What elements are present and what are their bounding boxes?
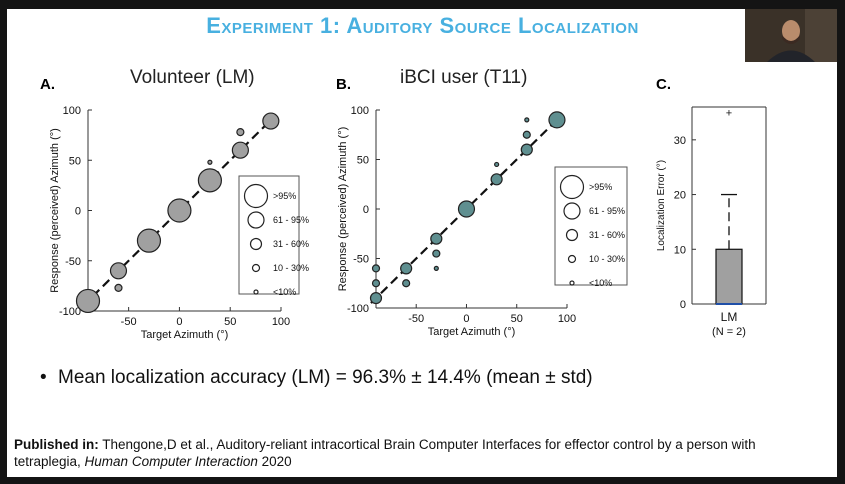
data-point bbox=[75, 288, 101, 314]
data-point bbox=[207, 159, 213, 165]
citation-year: 2020 bbox=[257, 454, 292, 469]
data-point bbox=[114, 283, 123, 292]
panel-a-title: Volunteer (LM) bbox=[130, 67, 255, 88]
y-tick-label: 0 bbox=[75, 206, 81, 218]
webcam-thumbnail bbox=[745, 9, 837, 62]
category-note: (N = 2) bbox=[712, 326, 746, 338]
y-tick-label: 0 bbox=[363, 204, 369, 216]
legend-label: 10 - 30% bbox=[273, 263, 309, 273]
data-point bbox=[520, 143, 533, 156]
category-label: LM bbox=[721, 310, 738, 324]
x-tick-label: 0 bbox=[176, 316, 182, 328]
data-point bbox=[548, 111, 566, 129]
legend-label: 61 - 95% bbox=[589, 206, 625, 216]
legend-marker bbox=[565, 228, 579, 242]
bullet-text: Mean localization accuracy (LM) = 96.3% … bbox=[58, 367, 593, 388]
data-point bbox=[236, 128, 245, 137]
data-point bbox=[432, 249, 441, 258]
legend-marker bbox=[567, 254, 577, 264]
legend-label: <10% bbox=[589, 278, 612, 288]
data-point bbox=[524, 117, 530, 123]
y-tick-label: -100 bbox=[59, 306, 81, 318]
legend-label: >95% bbox=[589, 182, 612, 192]
y-tick-label: 10 bbox=[674, 244, 686, 256]
data-point bbox=[494, 161, 500, 168]
legend-label: >95% bbox=[273, 191, 296, 201]
citation-text: Thengone,D et al., Auditory-reliant intr… bbox=[14, 437, 756, 469]
box-body bbox=[715, 248, 743, 305]
y-tick-label: 0 bbox=[680, 299, 686, 311]
x-tick-label: 50 bbox=[224, 316, 236, 328]
data-point bbox=[262, 112, 280, 130]
x-axis-label: Target Azimuth (°) bbox=[428, 326, 516, 338]
data-point bbox=[430, 232, 443, 245]
data-point bbox=[369, 292, 383, 305]
legend-marker bbox=[249, 237, 263, 251]
y-tick-label: 30 bbox=[674, 135, 686, 147]
x-tick-label: -50 bbox=[121, 316, 137, 328]
legend-marker bbox=[559, 174, 585, 200]
legend-label: <10% bbox=[273, 287, 296, 297]
legend-marker bbox=[569, 280, 575, 286]
data-point bbox=[457, 200, 476, 218]
accuracy-bullet: • Mean localization accuracy (LM) = 96.3%… bbox=[40, 367, 593, 389]
y-tick-label: 100 bbox=[63, 105, 81, 117]
legend-marker bbox=[563, 202, 581, 220]
y-tick-label: -50 bbox=[353, 254, 369, 266]
panel-a-label: A. bbox=[40, 76, 55, 93]
x-axis-label: Target Azimuth (°) bbox=[141, 329, 229, 341]
data-point bbox=[522, 130, 531, 139]
slide-title: Experiment 1: Auditory Source Localizati… bbox=[206, 13, 639, 38]
x-tick-label: 50 bbox=[511, 313, 523, 325]
y-tick-label: -50 bbox=[65, 256, 81, 268]
citation: Published in: Thengone,D et al., Auditor… bbox=[14, 436, 824, 470]
y-axis-label: Response (perceived) Azimuth (°) bbox=[337, 127, 349, 292]
x-tick-label: 100 bbox=[558, 313, 576, 325]
y-axis-label: Localization Error (°) bbox=[656, 160, 667, 251]
legend-label: 61 - 95% bbox=[273, 215, 309, 225]
legend-marker bbox=[251, 263, 261, 273]
y-axis-label: Response (perceived) Azimuth (°) bbox=[49, 128, 61, 293]
y-tick-label: 50 bbox=[69, 155, 81, 167]
y-tick-label: 50 bbox=[357, 155, 369, 167]
data-point bbox=[400, 262, 413, 275]
y-tick-label: 20 bbox=[674, 190, 686, 202]
data-point bbox=[433, 265, 439, 271]
legend-label: 10 - 30% bbox=[589, 254, 625, 264]
data-point bbox=[402, 279, 411, 288]
presenter-image bbox=[745, 9, 837, 62]
citation-journal: Human Computer Interaction bbox=[84, 454, 258, 469]
data-point bbox=[490, 173, 503, 186]
legend-marker bbox=[253, 289, 259, 295]
data-point bbox=[109, 262, 128, 280]
panel-c-label: C. bbox=[656, 76, 671, 93]
y-tick-label: 100 bbox=[351, 105, 369, 117]
panel-b-title: iBCI user (T11) bbox=[400, 67, 528, 88]
data-point bbox=[167, 198, 192, 223]
x-tick-label: 0 bbox=[463, 313, 469, 325]
y-tick-label: -100 bbox=[347, 303, 369, 315]
data-point bbox=[231, 141, 249, 159]
legend-label: 31 - 60% bbox=[589, 230, 625, 240]
data-point bbox=[136, 228, 162, 253]
bullet-dot: • bbox=[40, 367, 47, 388]
outlier-marker: + bbox=[726, 107, 732, 119]
data-point bbox=[197, 168, 222, 193]
legend-marker bbox=[247, 211, 265, 229]
x-tick-label: -50 bbox=[408, 313, 424, 325]
citation-label: Published in: bbox=[14, 437, 99, 452]
x-tick-label: 100 bbox=[272, 316, 290, 328]
legend-label: 31 - 60% bbox=[273, 239, 309, 249]
panel-b-label: B. bbox=[336, 76, 351, 93]
legend-marker bbox=[243, 183, 269, 209]
data-point bbox=[371, 279, 381, 288]
data-point bbox=[371, 264, 381, 273]
